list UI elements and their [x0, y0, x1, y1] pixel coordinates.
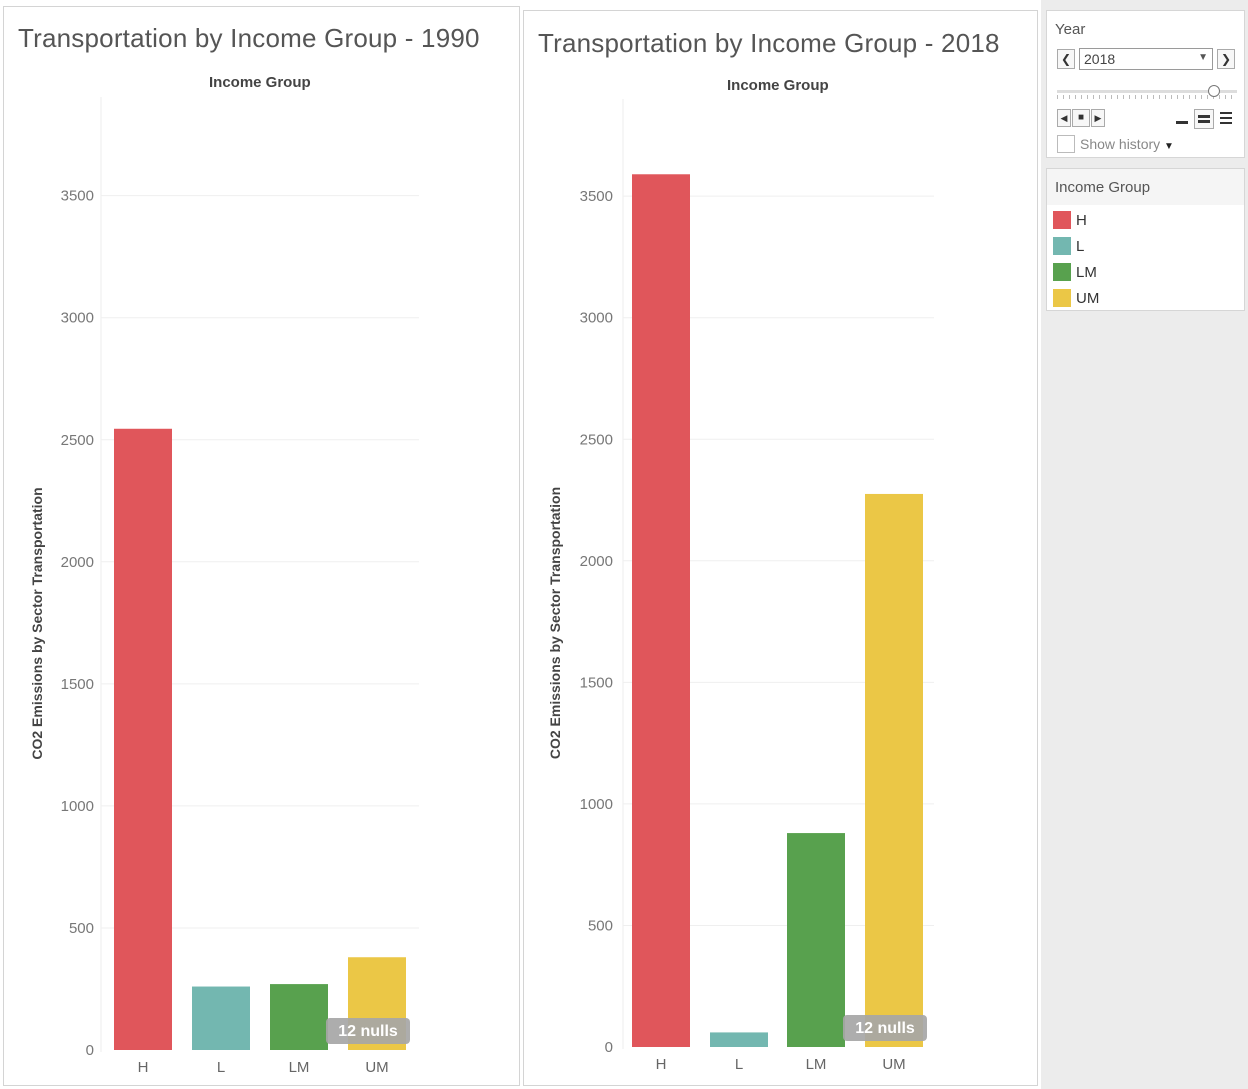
- legend-swatch-l: [1053, 237, 1071, 255]
- legend-card: Income Group H L LM UM: [1046, 168, 1245, 311]
- year-slider-track[interactable]: [1057, 90, 1237, 93]
- x-category-label: LM: [289, 1059, 310, 1076]
- legend-label-lm: LM: [1076, 264, 1097, 281]
- x-category-label: LM: [806, 1056, 827, 1073]
- speed-medium-icon[interactable]: [1194, 109, 1214, 129]
- chevron-right-icon[interactable]: ❯: [1217, 49, 1235, 69]
- speed-slow-icon[interactable]: [1173, 109, 1191, 127]
- play-backward-icon[interactable]: ◀: [1057, 109, 1071, 127]
- y-tick-label: 500: [588, 917, 613, 934]
- x-category-label: H: [656, 1056, 667, 1073]
- chart-panel-2018: Transportation by Income Group - 2018 In…: [523, 10, 1038, 1086]
- show-history-checkbox[interactable]: [1057, 135, 1075, 153]
- year-slider-thumb[interactable]: [1208, 85, 1220, 97]
- chart-title: Transportation by Income Group - 2018: [538, 28, 1000, 58]
- bar-lm[interactable]: [787, 833, 845, 1047]
- speed-fast-icon[interactable]: [1217, 109, 1235, 127]
- bar-chart-1990: 0 500 1000 1500 2000 2500 3000 3500 CO2 Emission…: [29, 97, 419, 1076]
- y-tick-label: 1000: [61, 798, 94, 815]
- x-category-label: H: [138, 1059, 149, 1076]
- null-indicator-badge[interactable]: [843, 1015, 927, 1041]
- bar-um[interactable]: [865, 493, 923, 1047]
- legend-label-um: UM: [1076, 290, 1100, 307]
- play-forward-icon[interactable]: ▶: [1091, 109, 1105, 127]
- y-tick-label: 3500: [580, 188, 613, 205]
- bar-l[interactable]: [710, 1032, 768, 1047]
- caret-down-icon: ▼: [1164, 141, 1174, 152]
- y-tick-label: 0: [86, 1042, 94, 1059]
- stop-icon[interactable]: ■: [1072, 109, 1090, 127]
- y-tick-label: 500: [69, 920, 94, 937]
- y-tick-label: 3000: [580, 310, 613, 327]
- y-tick-label: 3500: [61, 188, 94, 205]
- bar-h[interactable]: [632, 174, 690, 1047]
- year-select-value: 2018: [1084, 51, 1116, 67]
- bar-l[interactable]: [192, 986, 250, 1050]
- year-filter-card: Year ❮ 2018 ▼ ❯ ◀ ■ ▶ Show history ▼: [1046, 10, 1245, 158]
- x-category-label: UM: [365, 1059, 388, 1076]
- x-category-label: UM: [882, 1056, 905, 1073]
- null-indicator-label: 12 nulls: [855, 1020, 915, 1037]
- y-tick-label: 2500: [61, 432, 94, 449]
- year-slider-ticks: [1057, 95, 1237, 99]
- bar-lm[interactable]: [270, 984, 328, 1050]
- sidebar: Year ❮ 2018 ▼ ❯ ◀ ■ ▶ Show history ▼: [1041, 0, 1248, 1089]
- legend-swatch-h: [1053, 211, 1071, 229]
- chart-panel-1990: Transportation by Income Group - 1990 In…: [3, 6, 520, 1086]
- y-axis-title: CO2 Emissions by Sector Transportation: [547, 487, 563, 759]
- show-history-toggle[interactable]: Show history ▼: [1080, 136, 1174, 152]
- y-tick-label: 1000: [580, 796, 613, 813]
- legend-label-l: L: [1076, 238, 1085, 255]
- show-history-label: Show history: [1080, 136, 1161, 152]
- y-tick-label: 1500: [61, 676, 94, 693]
- y-tick-label: 2500: [580, 431, 613, 448]
- legend-header: [1047, 169, 1244, 205]
- legend-label-h: H: [1076, 212, 1087, 229]
- bar-chart-2018: 0 500 1000 1500 2000 2500 3000 3500 CO2 Emission…: [547, 99, 934, 1073]
- y-axis-title: CO2 Emissions by Sector Transportation: [29, 487, 45, 759]
- x-category-label: L: [217, 1059, 225, 1076]
- y-tick-label: 2000: [61, 554, 94, 571]
- bar-h[interactable]: [114, 428, 172, 1050]
- chart-title: Transportation by Income Group - 1990: [18, 23, 480, 53]
- legend-swatch-lm: [1053, 263, 1071, 281]
- y-tick-label: 1500: [580, 674, 613, 691]
- null-indicator-badge[interactable]: [326, 1018, 410, 1044]
- chevron-down-icon: ▼: [1198, 52, 1208, 63]
- null-indicator-label: 12 nulls: [338, 1023, 398, 1040]
- y-tick-label: 2000: [580, 553, 613, 570]
- legend-swatch-um: [1053, 289, 1071, 307]
- column-header: Income Group: [209, 74, 311, 91]
- y-tick-label: 3000: [61, 310, 94, 327]
- x-category-label: L: [735, 1056, 743, 1073]
- year-select[interactable]: 2018 ▼: [1079, 48, 1213, 70]
- year-filter-title: Year: [1055, 21, 1086, 38]
- column-header: Income Group: [727, 77, 829, 94]
- y-tick-label: 0: [605, 1039, 613, 1056]
- chevron-left-icon[interactable]: ❮: [1057, 49, 1075, 69]
- legend-title: Income Group: [1055, 179, 1151, 196]
